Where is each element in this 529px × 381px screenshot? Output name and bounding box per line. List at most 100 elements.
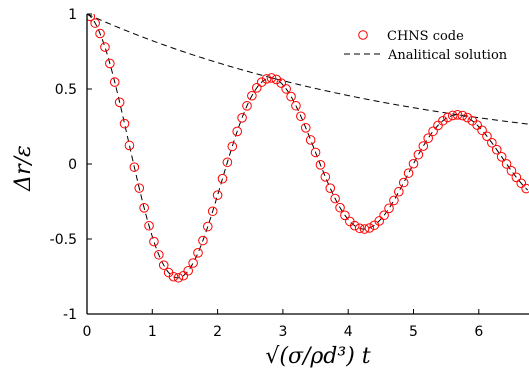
- x-tick-label-5: 5: [409, 324, 418, 340]
- marker-point-52: [340, 210, 350, 221]
- series-layer: [87, 14, 529, 283]
- marker-point-61: [384, 203, 394, 214]
- marker-point-54: [349, 220, 360, 231]
- marker-point-44: [300, 123, 311, 133]
- legend: CHNS code Analitical solution: [344, 29, 508, 63]
- marker-point-22: [193, 248, 203, 258]
- marker-point-49: [325, 183, 336, 193]
- marker-point-27: [217, 173, 228, 184]
- marker-point-88: [516, 178, 527, 189]
- marker-point-20: [183, 265, 194, 276]
- marker-point-5: [109, 77, 120, 87]
- marker-point-65: [403, 168, 414, 178]
- marker-point-82: [487, 137, 497, 148]
- legend-label-analytical: Analitical solution: [387, 48, 508, 63]
- marker-point-2: [95, 28, 105, 39]
- marker-point-40: [281, 84, 291, 94]
- marker-point-63: [394, 186, 404, 197]
- y-tick-label-0: -1: [63, 307, 77, 323]
- marker-point-41: [286, 91, 296, 102]
- x-tick-label-4: 4: [344, 324, 353, 340]
- marker-point-14: [154, 249, 164, 260]
- marker-point-79: [472, 120, 482, 130]
- marker-point-25: [207, 206, 218, 217]
- series-line-1: [87, 14, 529, 279]
- marker-point-57: [364, 223, 375, 233]
- marker-point-55: [354, 223, 365, 234]
- marker-point-8: [124, 140, 135, 151]
- x-tick-label-0: 0: [83, 324, 92, 340]
- marker-point-76: [457, 110, 468, 121]
- marker-point-34: [251, 83, 262, 93]
- marker-point-6: [114, 97, 125, 108]
- plot-area: 0 1 2 3 4 5 6 -1 -0.5 0 0.5 1: [50, 7, 529, 340]
- marker-point-69: [423, 133, 433, 143]
- x-tick-label-6: 6: [474, 324, 483, 340]
- marker-point-37: [266, 73, 277, 83]
- marker-point-60: [379, 210, 389, 221]
- y-axis-label-text: Δr/ε: [11, 145, 36, 192]
- marker-point-39: [276, 78, 287, 88]
- marker-point-38: [271, 74, 282, 85]
- y-axis-label: Δr/ε: [11, 145, 36, 192]
- y-tick-label-2: 0: [68, 157, 77, 173]
- legend-label-chns: CHNS code: [387, 29, 464, 44]
- marker-point-68: [418, 141, 429, 151]
- marker-point-43: [296, 111, 306, 122]
- legend-marker-chns: [358, 30, 368, 40]
- marker-point-12: [144, 220, 154, 231]
- marker-point-42: [291, 100, 301, 111]
- x-tick-label-2: 2: [213, 324, 222, 340]
- marker-point-36: [261, 74, 272, 84]
- marker-point-86: [506, 166, 517, 176]
- marker-point-59: [374, 216, 385, 226]
- marker-point-35: [256, 77, 267, 87]
- marker-point-75: [452, 110, 463, 120]
- marker-point-74: [447, 110, 458, 121]
- marker-point-17: [168, 271, 179, 282]
- x-tick-label-3: 3: [278, 324, 287, 340]
- marker-point-64: [398, 177, 409, 188]
- marker-point-70: [428, 126, 438, 137]
- marker-point-72: [438, 115, 448, 126]
- marker-point-4: [105, 58, 115, 69]
- marker-point-48: [320, 172, 331, 182]
- marker-point-15: [158, 260, 169, 270]
- marker-point-73: [442, 112, 453, 123]
- marker-point-9: [129, 162, 140, 172]
- marker-point-28: [222, 157, 233, 168]
- marker-point-1: [90, 18, 100, 28]
- marker-point-66: [408, 158, 419, 169]
- marker-point-80: [477, 125, 487, 136]
- marker-point-77: [462, 112, 473, 123]
- marker-point-23: [198, 235, 208, 246]
- marker-point-62: [389, 195, 399, 206]
- ticks-layer: 0 1 2 3 4 5 6 -1 -0.5 0 0.5 1: [50, 7, 484, 340]
- marker-point-21: [188, 258, 198, 268]
- marker-point-50: [330, 193, 340, 204]
- marker-point-87: [511, 172, 522, 183]
- marker-point-67: [413, 149, 424, 160]
- marker-point-84: [496, 152, 507, 162]
- series-line-2: [87, 14, 528, 125]
- marker-point-26: [212, 190, 223, 200]
- marker-point-46: [310, 147, 321, 158]
- marker-point-30: [232, 126, 242, 137]
- x-tick-label-1: 1: [148, 324, 157, 340]
- marker-point-18: [173, 272, 184, 283]
- marker-point-0: [87, 14, 96, 22]
- marker-point-81: [482, 131, 492, 142]
- marker-point-10: [134, 183, 145, 193]
- marker-point-83: [491, 144, 502, 155]
- marker-point-56: [359, 224, 370, 234]
- marker-point-24: [203, 221, 213, 232]
- marker-point-45: [305, 135, 316, 145]
- marker-point-31: [237, 113, 247, 123]
- marker-point-13: [149, 236, 159, 247]
- marker-point-11: [139, 203, 149, 213]
- marker-point-89: [521, 183, 529, 194]
- marker-point-32: [242, 101, 252, 111]
- y-tick-label-1: -0.5: [50, 232, 77, 248]
- y-tick-label-3: 0.5: [55, 82, 77, 98]
